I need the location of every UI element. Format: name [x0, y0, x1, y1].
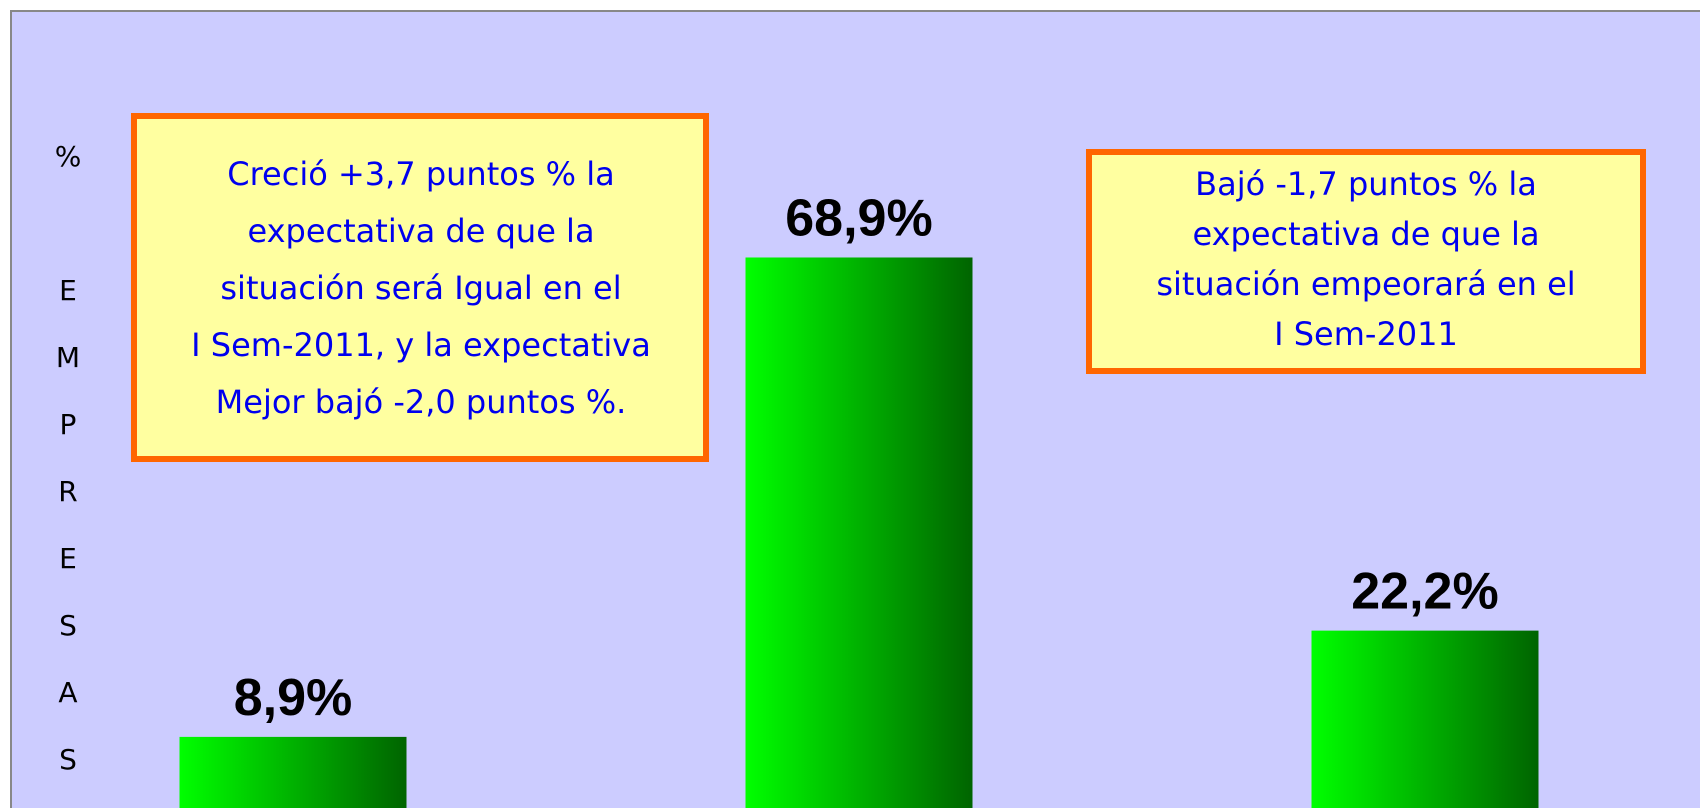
value-label: 68,9%: [785, 189, 932, 247]
bar: [179, 736, 407, 808]
annotation-line: situación será Igual en el: [220, 269, 621, 307]
annotation-line: expectativa de que la: [247, 212, 594, 250]
annotation-line: Bajó -1,7 puntos % la: [1195, 165, 1537, 203]
annotation-box: [131, 113, 709, 462]
bar: [745, 257, 973, 808]
annotation-box: [1086, 149, 1646, 374]
value-label: 8,9%: [234, 669, 353, 727]
value-label: 22,2%: [1351, 563, 1498, 621]
annotation-line: situación empeorará en el: [1156, 265, 1575, 303]
annotation-line: expectativa de que la: [1192, 215, 1539, 253]
annotation-line: I Sem-2011: [1274, 315, 1458, 353]
bar: [1311, 630, 1539, 808]
annotation-line: Creció +3,7 puntos % la: [227, 155, 615, 193]
annotation-line: I Sem-2011, y la expectativa: [191, 326, 651, 364]
annotation-line: Mejor bajó -2,0 puntos %.: [216, 383, 627, 421]
